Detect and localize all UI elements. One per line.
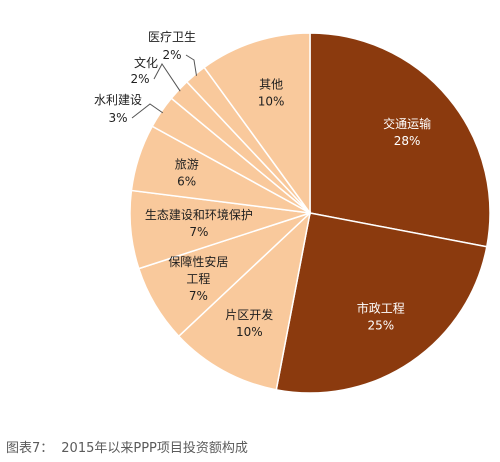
leader-line-7 [153, 63, 181, 92]
figure-number: 图表7： [6, 441, 54, 456]
slice-value-3: 7% [189, 289, 208, 303]
slice-label-4: 生态建设和环境保护 [145, 207, 253, 222]
leader-line-6 [131, 103, 164, 119]
leader-lines [131, 54, 197, 119]
slice-value-6: 3% [108, 111, 127, 125]
slice-label-7: 文化 [134, 55, 158, 70]
pie-slice-9 [203, 32, 311, 216]
pie-slice-2 [177, 210, 312, 391]
pie-slices [129, 32, 491, 394]
slice-value-2: 10% [236, 325, 263, 339]
slice-label-3: 保障性安居 [168, 254, 228, 269]
slice-label-8: 医疗卫生 [148, 30, 196, 44]
slice-label-6: 水利建设 [94, 93, 142, 107]
slice-label-1: 市政工程 [357, 301, 405, 316]
slice-value-8: 2% [162, 48, 181, 62]
slice-value-4: 7% [189, 225, 208, 239]
figure-title: 2015年以来PPP项目投资额构成 [61, 441, 248, 456]
slice-value-1: 25% [367, 319, 394, 333]
slice-value-0: 28% [394, 134, 421, 148]
slice-label-9: 其他 [259, 78, 283, 92]
slice-label-0: 交通运输 [383, 116, 431, 131]
slice-label-5: 旅游 [175, 158, 199, 172]
pie-slice-0 [309, 32, 491, 248]
figure-caption: 图表7： 2015年以来PPP项目投资额构成 [6, 437, 256, 456]
slice-value-9: 10% [258, 95, 285, 109]
pie-slice-1 [275, 212, 488, 394]
slice-label-3: 工程 [186, 271, 210, 286]
slice-value-7: 2% [130, 72, 149, 86]
slice-label-2: 片区开发 [225, 307, 273, 322]
slice-value-5: 6% [177, 175, 196, 189]
leader-line-8 [185, 54, 197, 76]
